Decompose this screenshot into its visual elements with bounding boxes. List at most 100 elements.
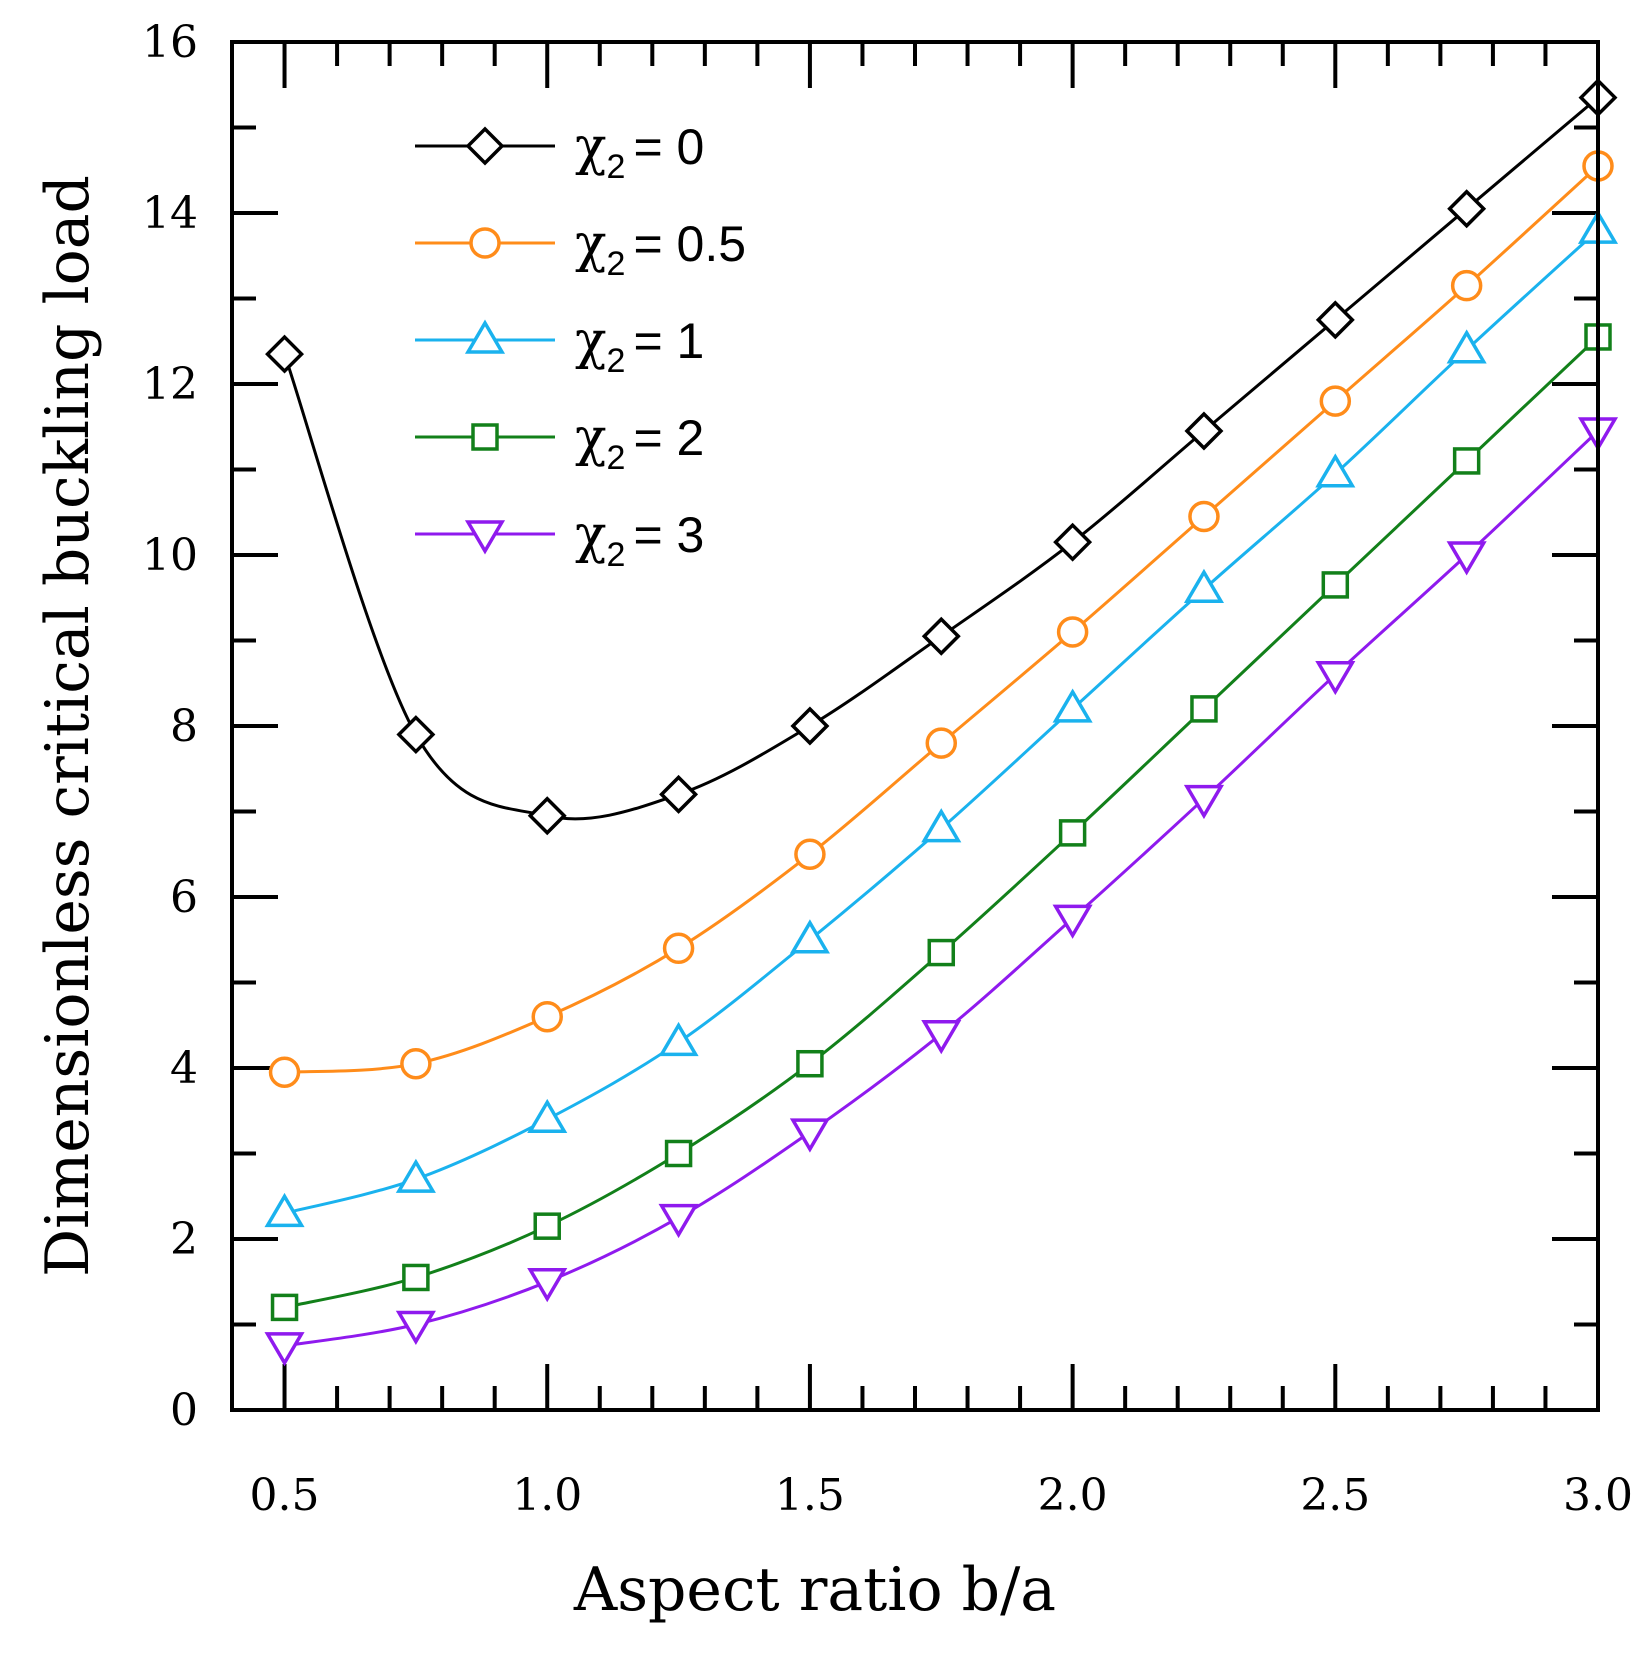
legend-label: χ2 = 2	[575, 408, 704, 477]
data-point	[790, 706, 830, 746]
data-point	[1188, 500, 1220, 533]
data-point	[789, 919, 830, 954]
legend-value: = 2	[633, 410, 704, 466]
y-tick-label: 4	[170, 1043, 198, 1094]
y-tick-label: 0	[170, 1385, 198, 1436]
x-tick-label: 0.5	[250, 1470, 320, 1521]
y-axis-title: Dimensionless critical buckling load	[33, 175, 103, 1277]
data-point	[1052, 904, 1093, 939]
legend-marker	[469, 227, 501, 259]
legend-entry: χ2 = 0	[415, 117, 704, 186]
legend-subscript: 2	[607, 148, 626, 186]
legend-entry: χ2 = 2	[415, 408, 704, 477]
data-point	[658, 1203, 699, 1239]
data-point	[921, 616, 961, 656]
legend-label: χ2 = 3	[575, 505, 704, 574]
data-point	[1183, 784, 1225, 820]
data-point	[395, 1310, 436, 1345]
x-tick-label: 3.0	[1563, 1470, 1633, 1521]
data-point	[1052, 688, 1093, 723]
series-1	[268, 150, 1614, 1089]
legend: χ2 = 0χ2 = 0.5χ2 = 1χ2 = 2χ2 = 3	[415, 117, 746, 574]
data-point	[1315, 300, 1355, 340]
legend-entry: χ2 = 1	[415, 311, 704, 380]
data-point	[527, 796, 567, 836]
data-point	[921, 1020, 962, 1055]
legend-entry: χ2 = 3	[415, 505, 704, 574]
data-point	[396, 715, 436, 755]
data-point	[662, 932, 695, 965]
tick-labels: 0.5 1.0 1.5 2.0 2.5 3.0 0 2 4 6 8 10 12 14 16	[142, 17, 1633, 1521]
data-point	[1447, 189, 1487, 229]
legend-subscript: 2	[607, 439, 626, 477]
data-point	[1450, 269, 1483, 302]
data-point	[1321, 571, 1350, 599]
data-point	[927, 938, 956, 967]
data-point	[1315, 660, 1356, 696]
data-point	[265, 334, 305, 374]
data-point	[264, 1192, 305, 1228]
y-tick-label: 12	[142, 359, 198, 410]
series-0	[265, 78, 1618, 836]
plot-frame	[230, 40, 1600, 1412]
legend-symbol: χ	[575, 311, 607, 371]
data-point	[1058, 819, 1087, 847]
data-point	[658, 1021, 699, 1057]
legend-subscript: 2	[607, 342, 626, 380]
y-tick-label: 8	[170, 701, 198, 752]
data-point	[1053, 522, 1093, 562]
series-line	[284, 335, 1600, 1309]
legend-label: χ2 = 0.5	[575, 214, 746, 283]
legend-subscript: 2	[607, 536, 626, 574]
legend-symbol: χ	[575, 408, 607, 468]
data-point	[789, 1118, 830, 1153]
data-point	[1190, 695, 1218, 723]
series-line	[284, 228, 1600, 1215]
x-axis-title: Aspect ratio b/a	[573, 1555, 1056, 1625]
x-tick-label: 2.0	[1038, 1470, 1108, 1521]
legend-marker	[471, 423, 499, 451]
legend-entry: χ2 = 0.5	[415, 214, 746, 283]
data-point	[1184, 411, 1224, 451]
y-tick-label: 14	[142, 188, 198, 239]
data-point	[796, 1049, 824, 1078]
legend-value: = 0.5	[633, 216, 746, 272]
legend-label: χ2 = 1	[575, 311, 704, 380]
data-point	[1056, 616, 1089, 648]
x-tick-label: 1.5	[775, 1470, 845, 1521]
x-tick-label: 1.0	[512, 1470, 582, 1521]
data-point	[402, 1263, 430, 1292]
legend-subscript: 2	[607, 245, 626, 283]
data-point	[527, 1098, 568, 1134]
series-line	[284, 164, 1600, 1074]
data-point	[1446, 329, 1487, 364]
data-point	[659, 774, 699, 814]
legend-value: = 3	[633, 507, 704, 563]
legend-marker	[464, 520, 506, 555]
axis-ticks	[230, 40, 1600, 1412]
data-point	[268, 1056, 301, 1089]
data-point	[531, 1000, 563, 1033]
y-tick-label: 10	[142, 530, 198, 581]
data-point	[794, 838, 826, 870]
legend-symbol: χ	[575, 117, 607, 177]
series-line	[284, 429, 1600, 1348]
legend-symbol: χ	[575, 214, 607, 274]
legend-value: = 1	[633, 313, 704, 369]
data-point	[921, 808, 962, 843]
data-point	[527, 1268, 568, 1303]
legend-symbol: χ	[575, 505, 607, 565]
y-tick-label: 2	[170, 1214, 198, 1265]
data-point	[270, 1293, 299, 1322]
y-tick-label: 6	[170, 872, 198, 923]
data-point	[264, 1332, 305, 1367]
series-4	[264, 417, 1619, 1367]
legend-label: χ2 = 0	[575, 117, 704, 186]
data-point	[400, 1047, 432, 1080]
x-tick-label: 2.5	[1300, 1470, 1370, 1521]
data-point	[1183, 568, 1225, 603]
legend-marker	[465, 126, 505, 166]
data-point	[1452, 447, 1481, 475]
